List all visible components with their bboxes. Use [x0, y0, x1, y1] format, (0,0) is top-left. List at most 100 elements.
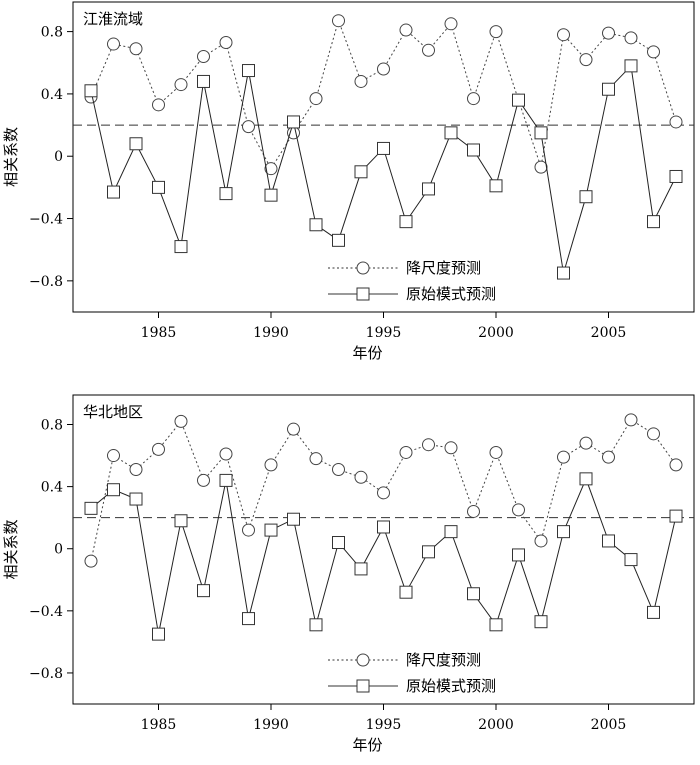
data-point-circle [399, 445, 413, 459]
legend-label-2: 原始模式预测 [406, 285, 496, 303]
series-line-2 [90, 477, 677, 635]
data-point-circle [242, 120, 255, 134]
data-point-square [579, 190, 593, 204]
data-point-square [534, 615, 548, 629]
data-point-circle [602, 450, 615, 464]
data-point-circle [579, 436, 593, 450]
x-tick-label: 1985 [141, 717, 177, 733]
x-axis-label: 年份 [352, 736, 382, 754]
panel-title: 江淮流域 [83, 10, 143, 28]
data-point-circle [242, 523, 255, 537]
data-point-square [174, 514, 188, 528]
data-point-square [489, 618, 503, 632]
data-point-square [309, 218, 323, 232]
data-point-circle [467, 504, 480, 518]
panel-title: 华北地区 [83, 403, 143, 421]
data-point-square [287, 512, 300, 526]
data-point-circle [129, 42, 143, 56]
y-tick-label: 0.4 [41, 87, 63, 103]
y-tick-label: 0 [54, 542, 63, 558]
data-point-square [309, 618, 323, 632]
data-point-circle [624, 31, 638, 45]
data-point-square [579, 472, 593, 486]
data-point-circle [332, 463, 345, 477]
data-point-circle [422, 43, 435, 57]
data-point-square [84, 501, 98, 515]
y-tick-label: 0.4 [41, 480, 63, 496]
y-axis-label: 相关系数 [2, 519, 20, 579]
data-point-circle [444, 17, 458, 31]
x-tick-label: 2000 [478, 717, 514, 733]
data-point-square [152, 180, 165, 194]
x-tick-label: 1985 [141, 325, 177, 341]
data-point-circle [197, 473, 210, 487]
data-point-square [354, 562, 368, 576]
data-point-circle [534, 160, 548, 174]
data-point-square [242, 612, 255, 626]
x-tick-label: 2005 [591, 325, 627, 341]
data-point-circle [489, 445, 503, 459]
data-point-square [399, 585, 413, 599]
data-point-square [422, 182, 435, 196]
plot-frame [72, 394, 695, 705]
data-point-circle [309, 452, 323, 466]
data-point-square [534, 126, 548, 140]
data-point-square [512, 548, 525, 562]
data-point-circle [377, 62, 390, 76]
data-point-square [242, 64, 255, 78]
data-point-circle [422, 438, 435, 452]
data-point-circle [647, 427, 660, 441]
y-tick-label: −0.4 [29, 604, 63, 620]
y-tick-label: −0.8 [29, 274, 63, 290]
data-point-square [174, 240, 188, 254]
data-point-square [624, 59, 638, 73]
x-tick-label: 1990 [253, 717, 289, 733]
data-point-square [107, 185, 120, 199]
data-point-square [444, 525, 458, 539]
chart-panel-1: 0.8 0.4 0 −0.4 −0.8 1985 1990 1995 2000 2005 年份 相关系… [2, 1, 695, 362]
data-point-circle [534, 534, 548, 548]
data-point-circle [399, 23, 413, 37]
data-point-circle [489, 25, 503, 39]
data-point-square [377, 520, 390, 534]
data-point-square [489, 179, 503, 193]
data-point-circle [219, 447, 233, 461]
data-point-circle [647, 45, 660, 59]
data-point-square [602, 534, 615, 548]
data-point-circle [107, 449, 120, 463]
data-point-square [332, 233, 345, 247]
plot-frame [72, 1, 695, 313]
data-point-circle [354, 470, 368, 484]
x-tick-label: 1995 [366, 717, 402, 733]
data-point-circle [354, 74, 368, 88]
y-tick-label: 0.8 [41, 418, 63, 434]
legend-label-2: 原始模式预测 [406, 677, 496, 695]
data-point-square [422, 545, 435, 559]
y-axis-label: 相关系数 [2, 127, 20, 187]
data-point-square [669, 509, 683, 523]
data-point-square [377, 141, 390, 155]
x-tick-label: 1995 [366, 325, 402, 341]
data-point-square [647, 605, 660, 619]
data-point-circle [377, 486, 390, 500]
legend-label-1: 降尺度预测 [406, 651, 481, 669]
data-point-circle [557, 28, 570, 42]
data-point-square [129, 137, 143, 151]
legend-marker-square [356, 679, 370, 693]
data-point-square [129, 492, 143, 506]
data-point-circle [332, 14, 345, 28]
data-point-circle [579, 53, 593, 67]
x-tick-label: 1990 [253, 325, 289, 341]
data-point-circle [174, 78, 188, 92]
data-point-square [354, 165, 368, 179]
data-point-circle [669, 115, 683, 129]
data-point-circle [197, 50, 210, 64]
chart-panel-2: 0.8 0.4 0 −0.4 −0.8 1985 1990 1995 2000 2005 年份 相关系… [2, 394, 695, 754]
data-point-circle [669, 458, 683, 472]
x-tick-label: 2000 [478, 325, 514, 341]
data-point-circle [512, 503, 525, 517]
data-point-square [647, 215, 660, 229]
legend-marker-circle [356, 653, 370, 667]
